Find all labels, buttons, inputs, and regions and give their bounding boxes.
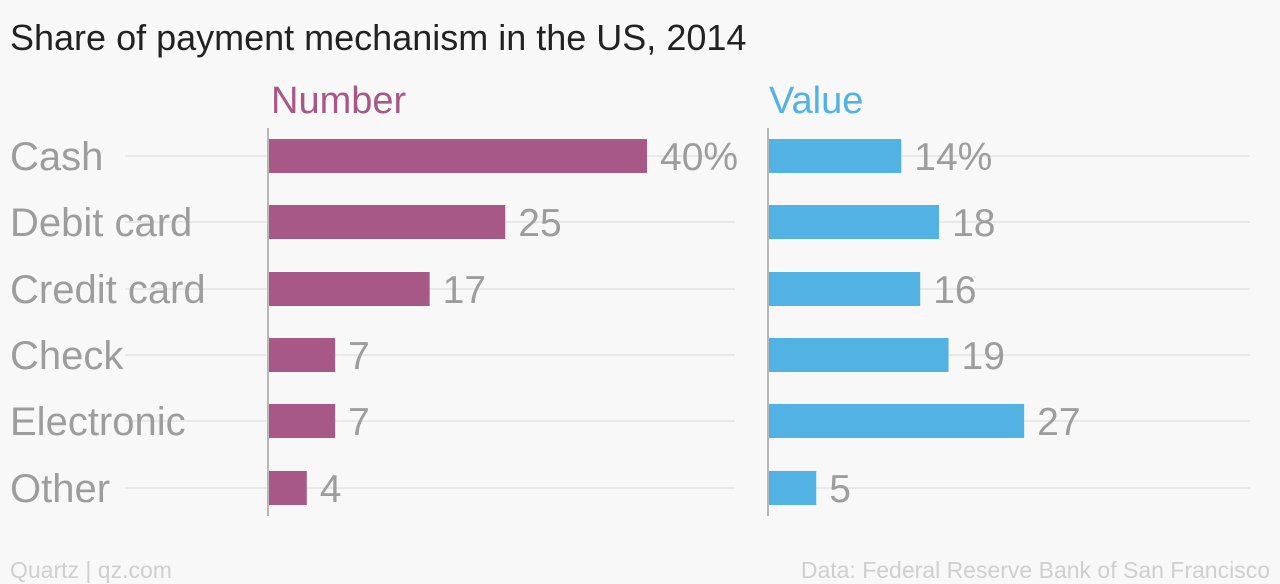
value-bar (769, 272, 921, 306)
number-bar (269, 205, 506, 239)
value-bar (769, 205, 940, 239)
number-bar (269, 404, 336, 438)
series-title-number: Number (271, 80, 406, 122)
footer-credit: Quartz | qz.com (10, 557, 172, 583)
number-data-label: 7 (348, 335, 370, 378)
value-data-label: 27 (1037, 401, 1080, 444)
number-data-label: 17 (443, 269, 486, 312)
category-labels: Cash Debit card Credit card Check Electronic… (10, 135, 206, 511)
number-data-label: 40% (660, 136, 738, 179)
number-data-label: 4 (320, 468, 342, 511)
value-bar (769, 139, 902, 173)
number-data-label: 25 (518, 202, 561, 245)
category-label: Debit card (10, 201, 192, 245)
category-label: Electronic (10, 400, 186, 444)
chart-title: Share of payment mechanism in the US, 20… (10, 17, 746, 58)
number-bar (269, 272, 430, 306)
value-bars (769, 139, 1025, 505)
category-label: Other (10, 467, 110, 511)
value-data-labels: 14% 18 16 19 27 5 (829, 136, 1080, 511)
number-bar (269, 338, 336, 372)
value-bar (769, 471, 817, 505)
value-data-label: 5 (829, 468, 851, 511)
number-bar (269, 471, 307, 505)
value-data-label: 19 (962, 335, 1005, 378)
value-data-label: 16 (933, 269, 976, 312)
value-bar (769, 404, 1025, 438)
number-data-label: 7 (348, 401, 370, 444)
footer-source: Data: Federal Reserve Bank of San Franci… (801, 557, 1270, 583)
value-bar (769, 338, 949, 372)
category-label: Credit card (10, 268, 206, 312)
series-title-value: Value (769, 80, 863, 122)
category-label: Cash (10, 135, 103, 179)
number-bars (269, 139, 647, 505)
number-bar (269, 139, 647, 173)
value-data-label: 14% (914, 136, 992, 179)
value-data-label: 18 (952, 202, 995, 245)
category-label: Check (10, 334, 124, 378)
